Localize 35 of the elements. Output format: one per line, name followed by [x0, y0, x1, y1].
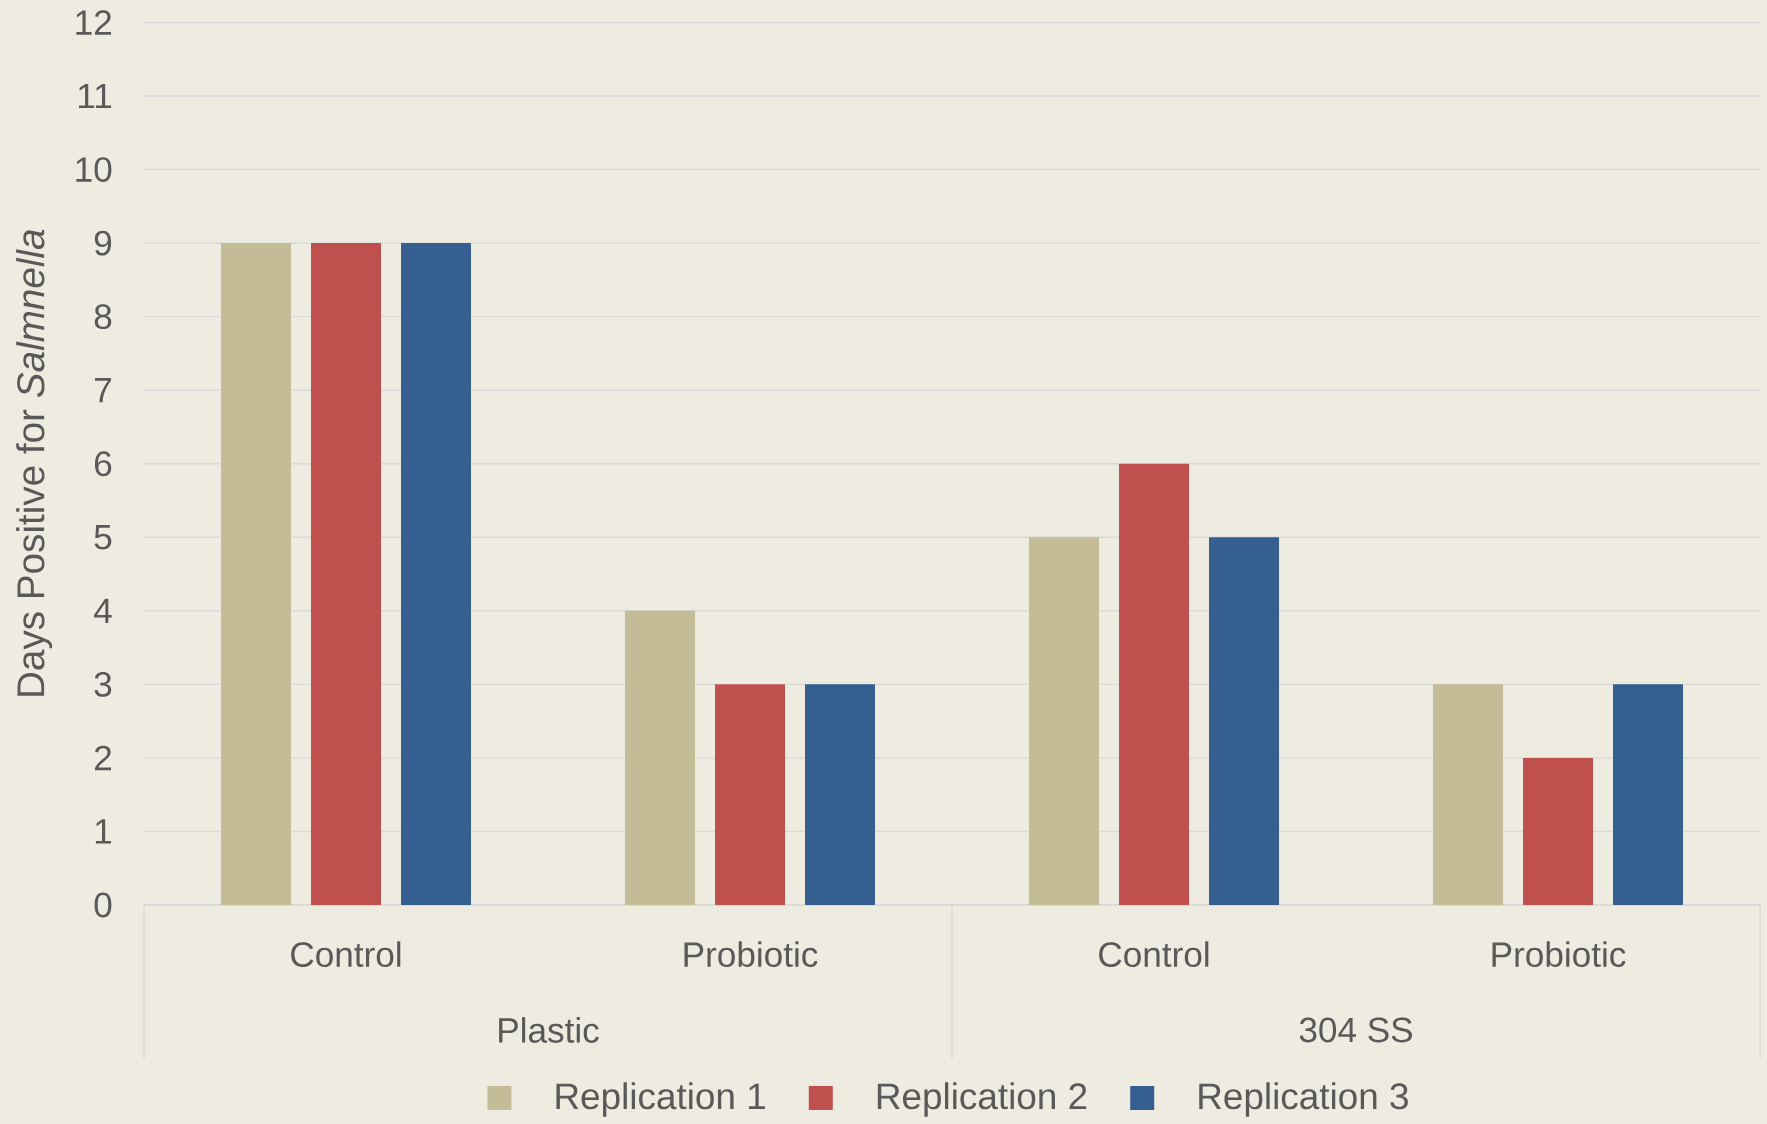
- y-tick-label: 5: [94, 525, 112, 550]
- y-tick-label: 6: [94, 451, 112, 477]
- y-tick-label: 12: [76, 10, 112, 35]
- y-tick-label: 7: [95, 378, 112, 403]
- text: Plastic: [499, 1017, 599, 1043]
- bar: [311, 243, 381, 905]
- bar: [1209, 537, 1280, 905]
- y-tick-label: 2: [94, 745, 112, 771]
- y-tick-label: 3: [94, 671, 112, 697]
- bar: [1029, 537, 1100, 905]
- x-tick-label: Probiotic: [684, 941, 818, 968]
- x-tick-label: Control: [291, 941, 401, 968]
- legend-label: Replication 2: [877, 1082, 1087, 1117]
- y-tick-label: 0: [94, 892, 112, 918]
- y-tick-label: 4: [94, 598, 112, 623]
- x-tick-label: Probiotic: [1492, 941, 1626, 968]
- legend-label: Replication 3: [1199, 1082, 1408, 1117]
- text: 304 SS: [1299, 1017, 1412, 1043]
- bar: [625, 610, 695, 905]
- y-axis-title: Days Positive for Salmnella: [16, 229, 53, 696]
- bar: [221, 243, 291, 905]
- y-tick-label: 9: [94, 230, 112, 256]
- bar: [1523, 757, 1594, 905]
- bar: [715, 684, 785, 905]
- bar: [1613, 684, 1684, 905]
- y-tick-label: 10: [76, 157, 112, 182]
- bar: [401, 243, 471, 905]
- legend-label: Replication 1: [556, 1082, 765, 1117]
- y-tick-label: 11: [78, 83, 112, 109]
- bar: [1433, 684, 1504, 905]
- y-tick-label: 1: [95, 819, 112, 844]
- x-tick-label: Control: [1099, 941, 1209, 968]
- bar: [1119, 463, 1190, 905]
- bar: [805, 684, 875, 905]
- y-tick-label: 8: [94, 304, 112, 330]
